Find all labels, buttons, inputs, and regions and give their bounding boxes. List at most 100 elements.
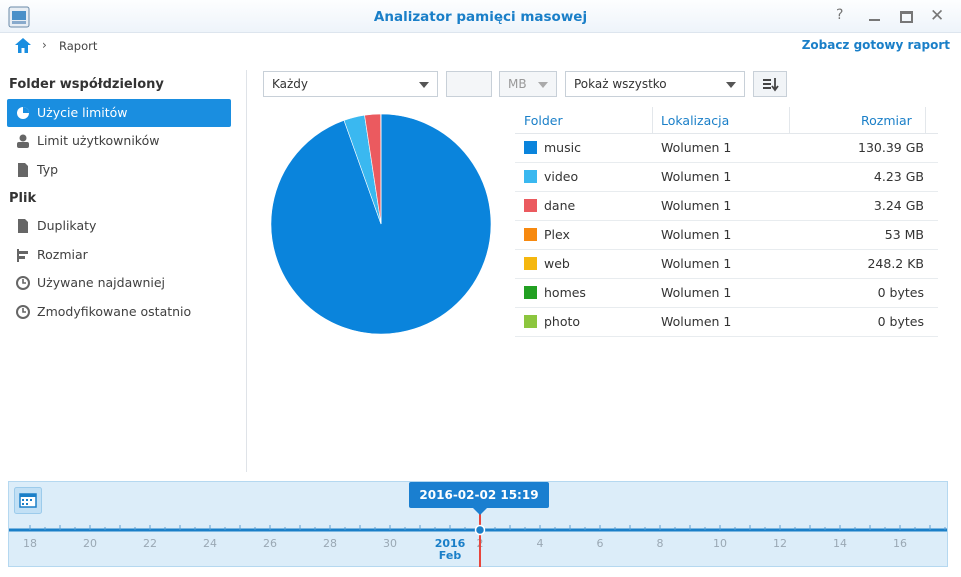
help-button[interactable]: ?	[836, 7, 844, 23]
nav-label: Zmodyfikowane ostatnio	[37, 304, 192, 319]
app-icon	[8, 6, 30, 28]
date-label: 20	[83, 537, 97, 550]
column-divider	[652, 107, 653, 133]
color-swatch	[524, 257, 537, 270]
column-header[interactable]: Folder	[524, 113, 563, 128]
date-label: 24	[203, 537, 217, 550]
folder-size: 3.24 GB	[873, 198, 924, 213]
color-swatch	[524, 199, 537, 212]
color-swatch	[524, 286, 537, 299]
show-dropdown[interactable]: Pokaż wszystko	[565, 71, 745, 97]
table-header: Folder Lokalizacja Rozmiar	[515, 107, 938, 134]
sidebar-section: Plik	[9, 191, 37, 206]
color-swatch	[524, 315, 537, 328]
color-swatch	[524, 228, 537, 241]
nav-label: Rozmiar	[37, 247, 88, 262]
folder-size: 130.39 GB	[858, 140, 924, 155]
dropdown-value: MB	[508, 77, 527, 91]
nav-label: Typ	[37, 162, 59, 177]
pie-chart	[270, 113, 492, 335]
window-title: Analizator pamięci masowej	[373, 9, 588, 25]
home-icon[interactable]	[14, 37, 32, 54]
folder-table: Folder Lokalizacja Rozmiar music Wolumen …	[515, 107, 938, 337]
maximize-button[interactable]	[900, 11, 913, 23]
date-label: 8	[657, 537, 664, 550]
size-input[interactable]	[446, 71, 492, 97]
date-label: 4	[537, 537, 544, 550]
calendar-button[interactable]	[14, 487, 42, 514]
file-icon	[18, 163, 28, 177]
date-label: 26	[263, 537, 277, 550]
folder-size: 4.23 GB	[873, 169, 924, 184]
minimize-button[interactable]	[869, 19, 880, 21]
file-icon	[18, 219, 28, 233]
nav-item[interactable]: Użycie limitów	[7, 99, 231, 127]
nav-item[interactable]: Rozmiar	[7, 241, 231, 269]
table-row: Plex Wolumen 1 53 MB	[515, 221, 938, 250]
tooltip-pointer	[473, 508, 487, 515]
sidebar-section: Folder współdzielony	[9, 77, 164, 92]
nav-item[interactable]: Duplikaty	[7, 212, 231, 240]
folder-name: dane	[544, 198, 576, 213]
table-row: music Wolumen 1 130.39 GB	[515, 134, 938, 163]
unit-dropdown[interactable]: MB	[499, 71, 557, 97]
folder-location: Wolumen 1	[661, 198, 732, 213]
column-header[interactable]: Rozmiar	[861, 113, 912, 128]
folder-name: Plex	[544, 227, 570, 242]
nav-item[interactable]: Zmodyfikowane ostatnio	[7, 298, 231, 326]
breadcrumb-current[interactable]: Raport	[59, 39, 98, 53]
folder-name: photo	[544, 314, 581, 329]
timeline-axis: 182022242628302468101214162016Feb	[9, 512, 947, 567]
table-row: photo Wolumen 1 0 bytes	[515, 308, 938, 337]
date-label: 16	[893, 537, 907, 550]
folder-name: video	[544, 169, 579, 184]
folder-location: Wolumen 1	[661, 314, 732, 329]
sort-button[interactable]	[753, 71, 787, 97]
color-swatch	[524, 170, 537, 183]
table-row: dane Wolumen 1 3.24 GB	[515, 192, 938, 221]
date-label: 22	[143, 537, 157, 550]
nav-label: Duplikaty	[37, 218, 97, 233]
dropdown-value: Każdy	[272, 77, 309, 91]
table-row: video Wolumen 1 4.23 GB	[515, 163, 938, 192]
size-icon	[17, 249, 28, 262]
clock-icon	[16, 305, 30, 319]
column-header[interactable]: Lokalizacja	[661, 113, 730, 128]
folder-location: Wolumen 1	[661, 169, 732, 184]
folder-size: 53 MB	[884, 227, 924, 242]
folder-location: Wolumen 1	[661, 140, 732, 155]
folder-location: Wolumen 1	[661, 256, 732, 271]
date-label: 6	[597, 537, 604, 550]
selected-time: 2016-02-02 15:19	[409, 482, 549, 508]
clock-icon	[16, 276, 30, 290]
nav-label: Użycie limitów	[37, 105, 128, 120]
nav-item[interactable]: Typ	[7, 156, 231, 184]
date-label: 18	[23, 537, 37, 550]
nav-item[interactable]: Używane najdawniej	[7, 269, 231, 297]
dropdown-value: Pokaż wszystko	[574, 77, 667, 91]
date-label: 14	[833, 537, 847, 550]
close-button[interactable]: ✕	[930, 6, 945, 26]
folder-name: web	[544, 256, 570, 271]
user-icon	[17, 134, 29, 148]
month-label: Feb	[439, 549, 462, 562]
color-swatch	[524, 141, 537, 154]
folder-size: 0 bytes	[877, 285, 924, 300]
folder-name: music	[544, 140, 581, 155]
pie-icon	[17, 107, 29, 119]
year-label: 2016	[435, 537, 466, 550]
folder-name: homes	[544, 285, 586, 300]
nav-item[interactable]: Limit użytkowników	[7, 127, 231, 155]
folder-location: Wolumen 1	[661, 285, 732, 300]
report-link[interactable]: Zobacz gotowy raport	[801, 38, 950, 52]
date-label: 12	[773, 537, 787, 550]
folder-location: Wolumen 1	[661, 227, 732, 242]
table-row: homes Wolumen 1 0 bytes	[515, 279, 938, 308]
title-bar: Analizator pamięci masowej ? ✕	[0, 0, 961, 33]
date-label: 28	[323, 537, 337, 550]
column-divider	[925, 107, 926, 133]
date-label: 30	[383, 537, 397, 550]
scope-dropdown[interactable]: Każdy	[263, 71, 438, 97]
nav-label: Limit użytkowników	[37, 133, 160, 148]
